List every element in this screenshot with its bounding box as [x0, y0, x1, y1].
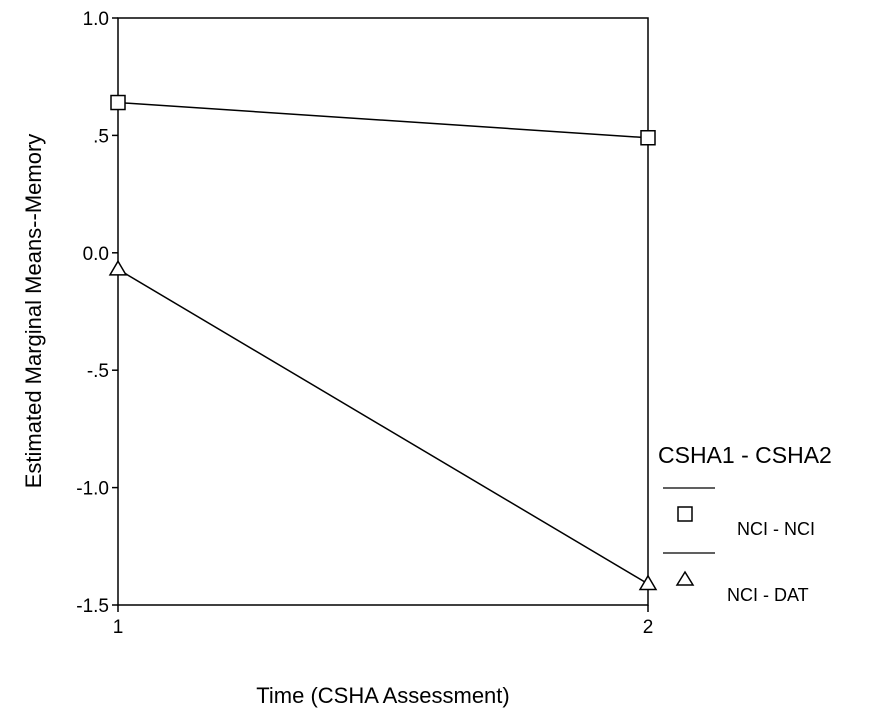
y-tick-label: -.5 [87, 361, 109, 382]
x-tick-label: 2 [643, 617, 654, 638]
data-point-triangle [638, 574, 658, 591]
y-axis-ticks: 1.0 .5 0.0 -.5 -1.0 -1.5 [76, 9, 118, 617]
legend-square-marker [677, 506, 693, 522]
y-tick-label: -1.5 [76, 596, 109, 617]
series-line [117, 101, 649, 139]
x-tick-label: 1 [113, 617, 124, 638]
series-line [117, 268, 649, 585]
y-tick-label: .5 [93, 126, 109, 147]
x-axis-title: Time (CSHA Assessment) [256, 683, 509, 708]
legend-label-nci-nci: NCI - NCI [737, 519, 815, 539]
legend-title: CSHA1 - CSHA2 [658, 442, 832, 468]
data-point-triangle [108, 259, 128, 276]
data-point-square [110, 94, 126, 111]
y-tick-label: 0.0 [83, 244, 109, 265]
y-tick-label: 1.0 [83, 9, 109, 30]
plot-frame [117, 17, 649, 606]
legend: CSHA1 - CSHA2 NCI - NCI NCI - DAT [658, 442, 832, 605]
legend-label-nci-dat: NCI - DAT [727, 585, 809, 605]
y-axis-title: Estimated Marginal Means--Memory [21, 134, 46, 489]
series-layer [108, 94, 658, 591]
data-point-square [640, 129, 656, 146]
y-tick-label: -1.0 [76, 479, 109, 500]
legend-triangle-marker [675, 570, 695, 586]
